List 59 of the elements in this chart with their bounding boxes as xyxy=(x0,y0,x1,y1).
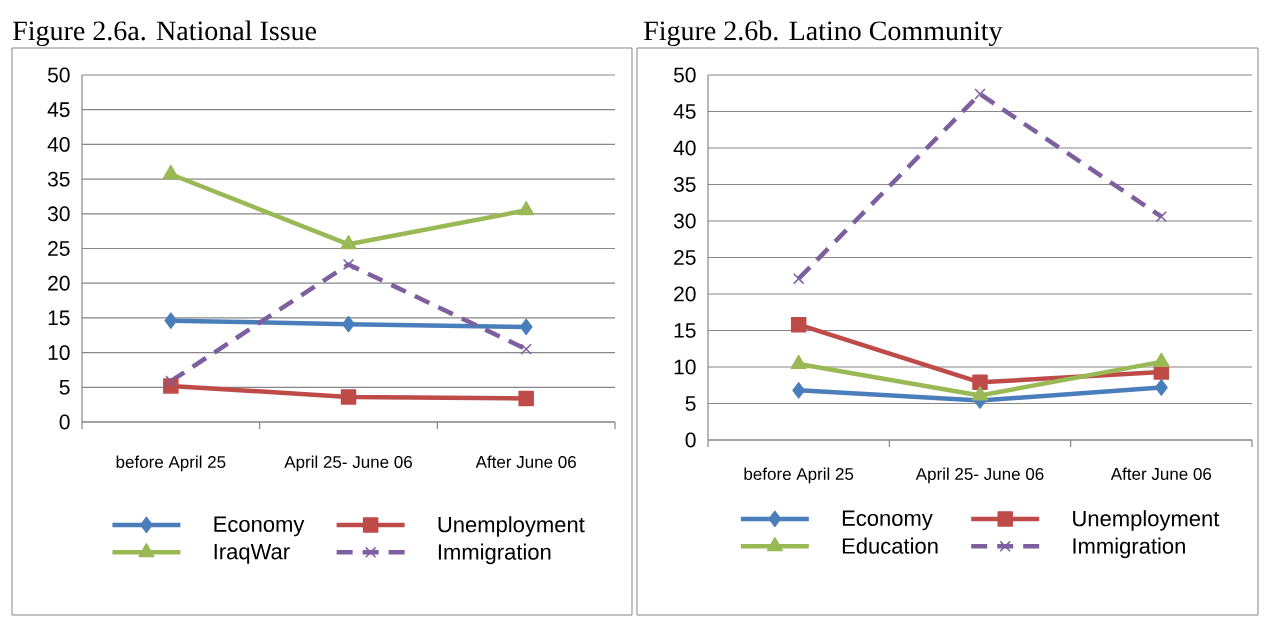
y-tick-label: 15 xyxy=(48,310,70,326)
chart-title: Figure 2.6b. Latino Community xyxy=(644,20,1003,47)
y-tick-label: 45 xyxy=(47,102,70,118)
point xyxy=(340,389,357,405)
y-tick-label: 40 xyxy=(673,140,696,156)
y-tick-label: 35 xyxy=(673,177,696,192)
point xyxy=(342,315,355,333)
y-tick-label: 25 xyxy=(48,241,70,256)
legend-label: Unemployment xyxy=(438,516,585,537)
chart-title: Figure 2.6a. National Issue xyxy=(13,20,317,47)
legend-label: IraqWar xyxy=(214,544,290,564)
legend-label: Immigration xyxy=(1073,537,1185,559)
point xyxy=(790,316,807,333)
y-tick-label: 15 xyxy=(674,323,696,338)
y-tick-label: 5 xyxy=(685,396,696,411)
x-tick-label: April 25- June 06 xyxy=(284,455,412,472)
x-tick-label: before April 25 xyxy=(116,455,226,472)
legend-label: Immigration xyxy=(438,543,551,565)
point xyxy=(1154,379,1168,396)
y-tick-label: 30 xyxy=(47,206,70,222)
point xyxy=(164,312,178,329)
point xyxy=(340,235,357,250)
point xyxy=(971,386,989,401)
point xyxy=(1153,352,1170,367)
legend-label: Education xyxy=(842,537,938,554)
y-tick-label: 0 xyxy=(59,414,70,430)
y-tick-label: 0 xyxy=(685,432,696,448)
point xyxy=(1155,210,1168,223)
y-tick-label: 10 xyxy=(674,359,696,375)
point xyxy=(792,272,805,285)
point xyxy=(165,375,177,387)
point xyxy=(974,88,986,100)
y-tick-label: 35 xyxy=(47,171,70,187)
x-tick-label: After June 06 xyxy=(475,455,576,468)
legend-label: Economy xyxy=(214,516,305,537)
point xyxy=(162,164,179,180)
y-tick-label: 30 xyxy=(673,213,696,229)
point xyxy=(972,374,988,391)
y-tick-label: 45 xyxy=(673,104,696,119)
point xyxy=(519,318,533,336)
y-tick-label: 40 xyxy=(47,136,70,152)
point xyxy=(518,390,534,407)
point xyxy=(518,201,535,216)
y-tick-label: 10 xyxy=(48,345,70,361)
y-tick-label: 50 xyxy=(47,67,70,83)
legend-label: Economy xyxy=(842,510,933,531)
y-tick-label: 20 xyxy=(674,286,696,302)
legend-label: Unemployment xyxy=(1073,510,1220,531)
y-tick-label: 50 xyxy=(673,67,696,83)
x-tick-label: April 25- June 06 xyxy=(915,467,1044,484)
x-tick-label: After June 06 xyxy=(1110,467,1212,480)
x-tick-label: before April 25 xyxy=(744,467,854,484)
point xyxy=(792,382,806,399)
y-tick-label: 5 xyxy=(59,379,70,395)
point xyxy=(342,258,355,271)
y-tick-label: 25 xyxy=(674,250,696,265)
point xyxy=(520,343,532,355)
y-tick-label: 20 xyxy=(48,275,70,291)
point xyxy=(790,354,807,370)
